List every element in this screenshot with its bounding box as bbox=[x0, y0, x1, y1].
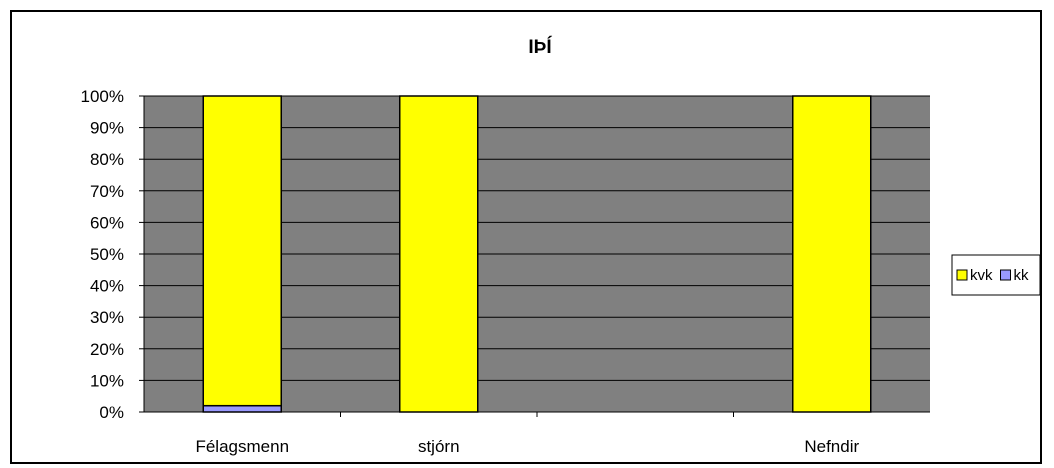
y-tick-label: 40% bbox=[90, 277, 124, 296]
y-tick-label: 100% bbox=[81, 87, 124, 106]
bar-kvk bbox=[792, 95, 872, 413]
bar-kvk bbox=[399, 95, 479, 413]
x-tick-label: stjórn bbox=[418, 437, 460, 456]
legend: kvk kk bbox=[951, 254, 1041, 296]
y-tick-label: 80% bbox=[90, 150, 124, 169]
y-tick-label: 10% bbox=[90, 371, 124, 390]
y-tick-label: 60% bbox=[90, 213, 124, 232]
y-tick-label: 20% bbox=[90, 340, 124, 359]
bar-kvk bbox=[202, 95, 282, 407]
x-tick-label: Félagsmenn bbox=[195, 437, 289, 456]
plot-area: 0% 10% 20% 30% 40% 50% 60% 70% 80% 90% 100% Félagsm… bbox=[81, 87, 930, 456]
bar-kk bbox=[202, 404, 282, 413]
legend-label-kk: kk bbox=[1014, 267, 1030, 284]
y-tick-label: 0% bbox=[99, 403, 124, 422]
chart-title: IÞÍ bbox=[528, 36, 552, 58]
y-tick-label: 30% bbox=[90, 308, 124, 327]
legend-label-kvk: kvk bbox=[970, 267, 993, 284]
y-tick-label: 90% bbox=[90, 119, 124, 138]
y-tick-label: 50% bbox=[90, 245, 124, 264]
y-tick-label: 70% bbox=[90, 182, 124, 201]
x-tick-label: Nefndir bbox=[804, 437, 859, 456]
legend-swatch-kk bbox=[1000, 269, 1011, 281]
legend-swatch-kvk bbox=[956, 269, 968, 281]
